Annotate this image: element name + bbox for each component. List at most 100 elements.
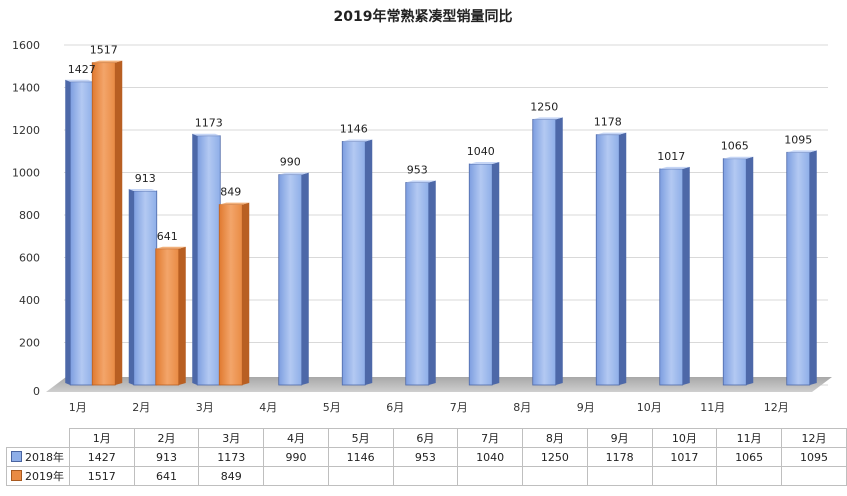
table-header-cell: 7月 [457, 428, 523, 448]
x-tick-label: 1月 [69, 401, 87, 414]
bar-2018年-9月 [595, 132, 627, 386]
x-tick-label: 8月 [513, 401, 531, 414]
y-tick-label: 600 [19, 252, 40, 265]
table-cell: 1427 [68, 447, 135, 467]
legend-swatch [11, 470, 22, 481]
bar-2018年-10月 [659, 166, 690, 386]
data-table: 1月 2月 3月 4月 5月 6月 7月 8月 9月 10月 11月 12月 2018年 1427 913 1… [6, 428, 847, 486]
legend-label: 2018年 [25, 451, 64, 464]
table-header-cell: 12月 [781, 428, 847, 448]
y-tick-label: 1600 [12, 39, 40, 52]
bar-2018年-6月 [405, 180, 436, 386]
table-cell: 1065 [716, 447, 783, 467]
table-cell [327, 466, 394, 486]
table-cell [716, 466, 783, 486]
table-cell: 1517 [68, 466, 135, 486]
data-label: 1427 [68, 63, 96, 76]
table-header-cell: 11月 [716, 428, 783, 448]
bar-2018年-2月 [128, 188, 158, 386]
y-tick-label: 1200 [12, 124, 40, 137]
data-label: 1040 [467, 145, 495, 158]
legend-swatch [11, 451, 22, 462]
data-label: 641 [157, 230, 178, 243]
y-tick-label: 1400 [12, 82, 40, 95]
bar-2018年-5月 [341, 139, 373, 386]
legend-item: 2019年 [6, 466, 70, 486]
table-cell: 1178 [586, 447, 653, 467]
x-tick-label: 4月 [259, 401, 277, 414]
table-cell [263, 466, 329, 486]
table-cell [651, 466, 718, 486]
x-tick-label: 12月 [764, 401, 789, 414]
x-tick-label: 11月 [700, 401, 725, 414]
table-cell [457, 466, 523, 486]
x-tick-label: 10月 [637, 401, 662, 414]
data-label: 1146 [340, 122, 368, 135]
y-tick-label: 0 [33, 385, 40, 398]
chart-title: 2019年常熟紧凑型销量同比 [334, 8, 513, 25]
bar-2018年-7月 [468, 162, 500, 386]
table-cell: 641 [133, 466, 200, 486]
data-label: 1065 [721, 140, 749, 153]
data-label: 1250 [530, 100, 558, 113]
table-cell [781, 466, 847, 486]
legend-item: 2018年 [6, 447, 70, 467]
data-label: 1095 [784, 133, 812, 146]
bar-2019年-3月 [218, 202, 250, 386]
data-label: 849 [220, 186, 241, 199]
table-header-cell: 5月 [327, 428, 394, 448]
bar-2019年-2月 [155, 246, 186, 386]
bar-2018年-3月 [192, 133, 221, 386]
table-row: 2019年 1517 641 849 [6, 466, 847, 486]
table-header-cell: 10月 [651, 428, 718, 448]
bar-2018年-8月 [532, 117, 563, 386]
table-cell [392, 466, 459, 486]
x-tick-label: 5月 [323, 401, 341, 414]
x-tick-label: 7月 [450, 401, 468, 414]
data-label: 953 [407, 163, 428, 176]
table-header-cell: 2月 [133, 428, 200, 448]
table-cell: 1146 [327, 447, 394, 467]
table-header-cell: 3月 [198, 428, 265, 448]
table-cell [522, 466, 588, 486]
table-row: 2018年 1427 913 1173 990 1146 953 1040 1250 1178 10… [6, 447, 847, 467]
y-tick-label: 400 [19, 294, 40, 307]
table-cell: 849 [198, 466, 265, 486]
x-tick-label: 2月 [132, 401, 150, 414]
table-cell: 1017 [651, 447, 718, 467]
table-cell: 990 [263, 447, 329, 467]
table-cell: 1095 [781, 447, 847, 467]
x-tick-label: 9月 [577, 401, 595, 414]
data-label: 1178 [594, 116, 622, 129]
data-labels: 1427 1517 913 641 1173 849 990 1146 953 1040 1250 1… [68, 44, 813, 243]
data-label: 913 [135, 172, 156, 185]
table-header-cell: 8月 [522, 428, 588, 448]
bar-2019年-1月 [91, 60, 123, 386]
y-tick-label: 800 [19, 209, 40, 222]
table-corner-cell [6, 428, 70, 448]
table-cell: 953 [392, 447, 459, 467]
table-header-row: 1月 2月 3月 4月 5月 6月 7月 8月 9月 10月 11月 12月 [6, 428, 847, 448]
bar-2018年-1月 [65, 79, 94, 386]
x-tick-label: 3月 [196, 401, 214, 414]
data-label: 1173 [195, 117, 223, 130]
x-axis: 1月 2月 3月 4月 5月 6月 7月 8月 9月 10月 11月 12月 [69, 401, 789, 414]
table-cell: 913 [133, 447, 200, 467]
table-header-cell: 9月 [586, 428, 653, 448]
legend-label: 2019年 [25, 470, 64, 483]
data-label: 1517 [90, 44, 118, 57]
table-header-cell: 6月 [392, 428, 459, 448]
bars [65, 60, 817, 386]
bar-2018年-4月 [278, 172, 309, 386]
y-axis: 0 200 400 600 800 1000 1200 1400 1600 [12, 39, 40, 398]
x-tick-label: 6月 [386, 401, 404, 414]
y-tick-label: 1000 [12, 167, 40, 180]
table-header-cell: 1月 [68, 428, 135, 448]
table-header-cell: 4月 [263, 428, 329, 448]
table-cell: 1040 [457, 447, 523, 467]
bar-2018年-12月 [786, 150, 817, 386]
y-tick-label: 200 [19, 337, 40, 350]
bar-2018年-11月 [722, 156, 754, 386]
gridlines [64, 44, 828, 386]
